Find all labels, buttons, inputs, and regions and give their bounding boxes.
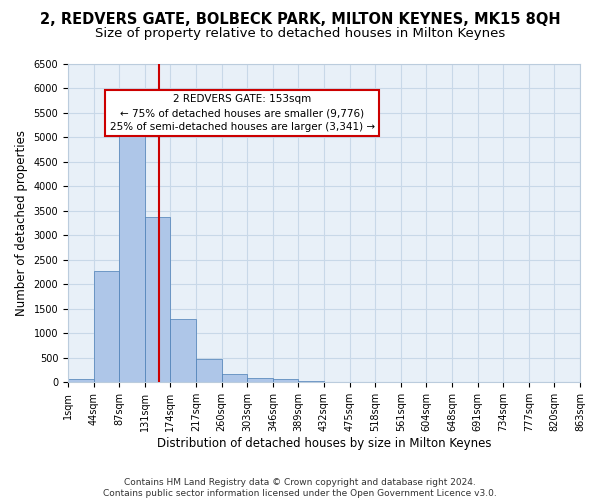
Bar (145, 216, 170, 382)
Bar (221, 374, 247, 382)
X-axis label: Distribution of detached houses by size in Milton Keynes: Distribution of detached houses by size … (157, 437, 491, 450)
Bar (298, 381, 324, 382)
Bar (196, 358, 221, 382)
Text: 2, REDVERS GATE, BOLBECK PARK, MILTON KEYNES, MK15 8QH: 2, REDVERS GATE, BOLBECK PARK, MILTON KE… (40, 12, 560, 28)
Bar (273, 379, 298, 382)
Bar (94, 270, 119, 382)
Bar (247, 378, 273, 382)
Text: Size of property relative to detached houses in Milton Keynes: Size of property relative to detached ho… (95, 28, 505, 40)
Bar (170, 319, 196, 382)
Bar (68, 379, 94, 382)
Y-axis label: Number of detached properties: Number of detached properties (15, 130, 28, 316)
Text: Contains HM Land Registry data © Crown copyright and database right 2024.
Contai: Contains HM Land Registry data © Crown c… (103, 478, 497, 498)
Bar (119, 118, 145, 382)
Text: 2 REDVERS GATE: 153sqm
← 75% of detached houses are smaller (9,776)
25% of semi-: 2 REDVERS GATE: 153sqm ← 75% of detached… (110, 94, 374, 132)
